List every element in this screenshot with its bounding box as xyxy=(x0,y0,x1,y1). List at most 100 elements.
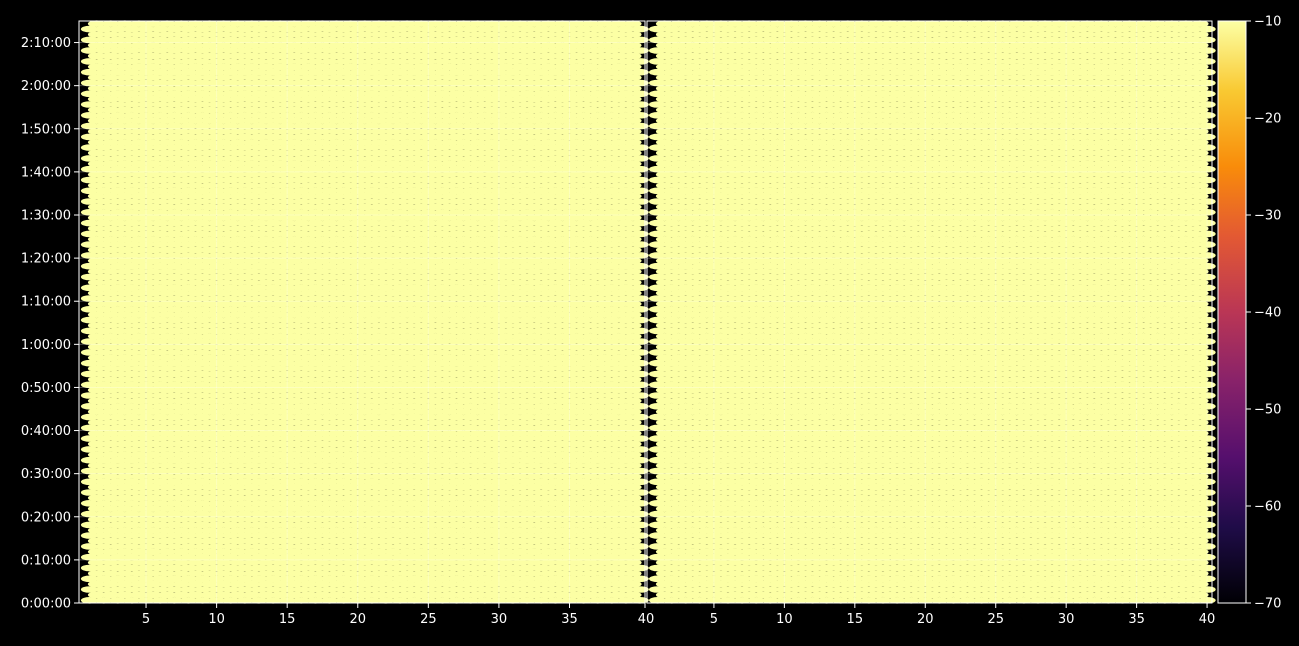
heatmap-cell xyxy=(440,505,459,512)
heatmap-cell xyxy=(398,473,416,480)
heatmap-cell xyxy=(490,553,508,561)
heatmap-cell xyxy=(553,591,572,599)
heatmap-cell xyxy=(447,478,466,486)
heatmap-cell xyxy=(511,537,529,545)
heatmap-cell xyxy=(313,516,332,523)
heatmap-cell xyxy=(186,505,205,512)
heatmap-cell xyxy=(335,597,353,604)
heatmap-cell xyxy=(313,505,332,512)
heatmap-cell xyxy=(462,575,480,583)
heatmap-cell xyxy=(624,462,642,469)
heatmap-cell xyxy=(504,575,522,583)
heatmap-cell xyxy=(624,570,642,577)
heatmap-cell xyxy=(525,516,543,523)
heatmap-cell xyxy=(349,467,367,475)
heatmap-cell xyxy=(278,597,296,604)
heatmap-cell xyxy=(186,559,205,566)
heatmap-cell xyxy=(292,532,310,539)
heatmap-cell xyxy=(419,564,437,572)
heatmap-cell xyxy=(454,537,473,545)
heatmap-cell xyxy=(186,527,205,534)
heatmap-cell xyxy=(624,559,642,566)
heatmap-cell xyxy=(617,553,635,561)
heatmap-cell xyxy=(186,591,205,599)
heatmap-cell xyxy=(229,505,247,512)
heatmap-cell xyxy=(179,478,198,486)
heatmap-cell xyxy=(271,483,289,491)
heatmap-cell xyxy=(327,483,346,491)
heatmap-cell xyxy=(462,597,480,604)
heatmap-cell xyxy=(271,580,289,588)
heatmap-cell xyxy=(327,494,346,502)
heatmap-cell xyxy=(553,559,572,566)
heatmap-cell xyxy=(518,478,536,486)
heatmap-cell xyxy=(574,597,593,604)
heatmap-cell xyxy=(525,570,543,577)
heatmap-cell xyxy=(560,500,579,507)
heatmap-cell xyxy=(596,591,614,599)
heatmap-cell xyxy=(454,516,473,523)
heatmap-cell xyxy=(250,500,268,507)
heatmap-cell xyxy=(179,521,198,529)
heatmap-cell xyxy=(518,553,536,561)
heatmap-cell xyxy=(207,553,226,561)
heatmap-cell xyxy=(123,543,141,550)
heatmap-cell xyxy=(447,597,466,604)
heatmap-cell xyxy=(130,570,148,577)
heatmap-cell xyxy=(250,532,268,539)
heatmap-cell xyxy=(546,500,565,507)
heatmap-cell xyxy=(236,597,254,604)
heatmap-cell xyxy=(271,462,289,469)
heatmap-cell xyxy=(617,597,635,604)
heatmap-cell xyxy=(87,537,106,545)
heatmap-cell xyxy=(172,462,190,469)
heatmap-cell xyxy=(137,521,155,529)
heatmap-cell xyxy=(370,462,388,469)
heatmap-cell xyxy=(87,494,106,502)
heatmap-cell xyxy=(377,521,395,529)
heatmap-cell xyxy=(186,462,205,469)
heatmap-cell xyxy=(200,462,219,469)
heatmap-cell xyxy=(335,510,353,518)
heatmap-cell xyxy=(158,527,176,534)
heatmap-cell xyxy=(377,575,395,583)
heatmap-cell xyxy=(433,564,452,572)
heatmap-cell xyxy=(292,564,310,572)
heatmap-cell xyxy=(349,500,367,507)
heatmap-cell xyxy=(285,570,303,577)
heatmap-cell xyxy=(462,510,480,518)
heatmap-cell xyxy=(567,494,586,502)
heatmap-cell xyxy=(278,467,296,475)
heatmap-cell xyxy=(610,570,628,577)
heatmap-cell xyxy=(476,500,494,507)
heatmap-cell xyxy=(243,473,261,480)
heatmap-cell xyxy=(95,510,113,518)
heatmap-cell xyxy=(539,559,557,566)
heatmap-cell xyxy=(469,505,487,512)
heatmap-cell xyxy=(581,548,600,556)
heatmap-cell xyxy=(553,473,572,480)
heatmap-cell xyxy=(95,467,113,475)
heatmap-cell xyxy=(123,456,141,464)
heatmap-cell xyxy=(596,548,614,556)
heatmap-cell xyxy=(278,489,296,496)
heatmap-cell xyxy=(299,537,317,545)
heatmap-cell xyxy=(285,516,303,523)
heatmap-cell xyxy=(144,580,162,588)
heatmap-cell xyxy=(377,478,395,486)
heatmap-cell xyxy=(490,575,508,583)
heatmap-cell xyxy=(511,570,529,577)
heatmap-cell xyxy=(384,527,402,534)
heatmap-cell xyxy=(306,521,325,529)
heatmap-cell xyxy=(624,580,642,588)
heatmap-cell xyxy=(391,500,409,507)
heatmap-cell xyxy=(426,516,444,523)
heatmap-cell xyxy=(370,527,388,534)
heatmap-cell xyxy=(490,597,508,604)
heatmap-cell xyxy=(116,548,134,556)
heatmap-cell xyxy=(179,489,198,496)
heatmap-cell xyxy=(440,473,459,480)
heatmap-cell xyxy=(624,548,642,556)
heatmap-cell xyxy=(87,473,106,480)
heatmap-cell xyxy=(257,516,275,523)
